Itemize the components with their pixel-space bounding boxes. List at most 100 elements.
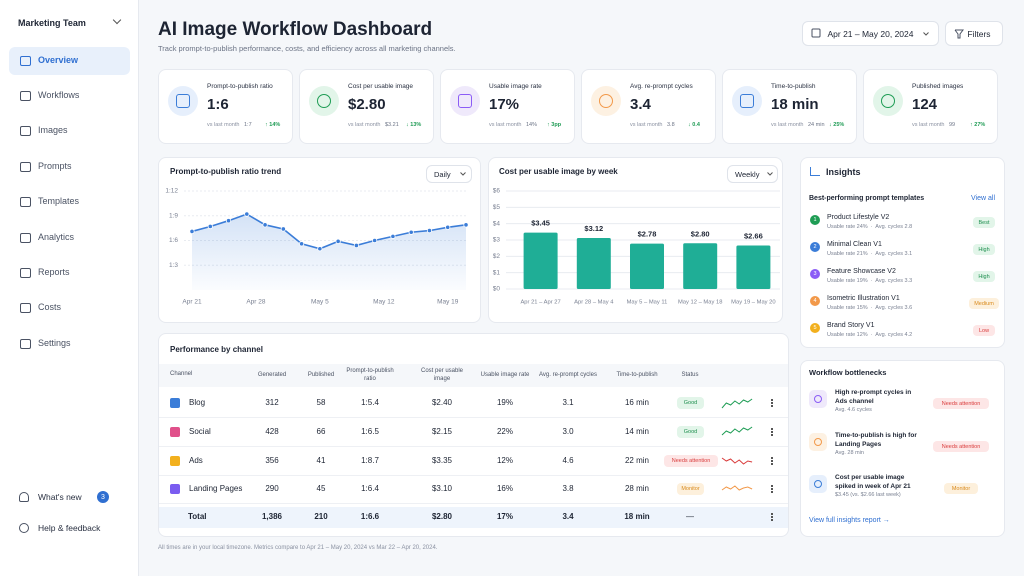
status-badge: Needs attention [664, 455, 718, 467]
table-cell: 45 [316, 484, 326, 493]
insights-title: Insights [826, 167, 861, 177]
row-menu-dots[interactable] [771, 428, 773, 436]
template-meta: Usable rate 19% · Avg. cycles 3.3 [827, 278, 913, 284]
kpi-previous: 24 min [808, 122, 825, 128]
template-meta: Usable rate 21% · Avg. cycles 3.1 [827, 251, 913, 257]
bottleneck-meta: Avg. 28 min [835, 450, 864, 456]
row-divider [159, 503, 788, 504]
nav-item[interactable]: Overview [38, 55, 79, 65]
table-cell: $3.10 [431, 484, 453, 493]
nav-icon [20, 303, 31, 313]
kpi-card: Cost per usable image $2.80 vs last month $… [299, 69, 434, 144]
page-subtitle: Track prompt-to-publish performance, cos… [158, 44, 456, 53]
row-divider [159, 446, 788, 447]
kpi-icon-glyph [881, 94, 895, 108]
date-range-button[interactable]: Apr 21 – May 20, 2024 [802, 21, 939, 46]
table-cell: $2.80 [431, 512, 453, 521]
channel-name: Social [189, 427, 211, 436]
period-dropdown[interactable]: Daily [426, 165, 472, 183]
kpi-delta: ↓ 0.4 [688, 122, 700, 128]
kpi-compare: vs last month [348, 122, 381, 128]
kpi-icon-glyph [176, 94, 190, 108]
bottleneck-title: Cost per usable image spiked in week of … [835, 474, 911, 491]
table-cell: 3.4 [562, 512, 574, 521]
bottleneck-icon-glyph [814, 395, 822, 403]
table-cell: 356 [265, 456, 279, 465]
kpi-value: 18 min [771, 96, 819, 113]
table-cell: 428 [265, 427, 279, 436]
nav-icon [20, 233, 31, 243]
template-name: Isometric Illustration V1 [827, 295, 900, 302]
row-menu-dots[interactable] [771, 485, 773, 493]
nav-item[interactable]: Workflows [38, 90, 80, 100]
nav-icon [20, 91, 31, 101]
column-header: Prompt-to-publish ratio [346, 368, 394, 382]
sidebar [0, 0, 139, 576]
kpi-compare: vs last month [207, 122, 240, 128]
rank-badge: 3 [810, 269, 820, 279]
channel-icon [170, 427, 180, 437]
table-cell: 17% [496, 512, 513, 521]
row-menu-dots[interactable] [771, 457, 773, 465]
table-cell: 1:8.7 [361, 456, 379, 465]
nav-item[interactable]: Costs [38, 302, 62, 312]
table-cell: 58 [316, 398, 326, 407]
channel-icon [170, 398, 180, 408]
rank-badge: 4 [810, 296, 820, 306]
nav-item[interactable]: Reports [38, 267, 70, 277]
help-link[interactable]: Help & feedback [38, 523, 101, 533]
kpi-previous: 99 [949, 122, 956, 128]
kpi-card: Usable image rate 17% vs last month 14% ↑ 3p… [440, 69, 575, 144]
table-cell: 312 [265, 398, 279, 407]
period-dropdown[interactable]: Weekly [727, 165, 778, 183]
filters-button[interactable]: Filters [945, 21, 1003, 46]
table-cell: 28 min [624, 484, 649, 493]
kpi-previous: 1:7 [244, 122, 252, 128]
insights-report-link[interactable]: View full insights report → [809, 517, 890, 524]
kpi-label: Cost per usable image [348, 83, 414, 90]
kpi-delta: ↓ 13% [406, 122, 422, 128]
whats-new[interactable]: What's new [38, 492, 82, 502]
nav-item[interactable]: Settings [38, 338, 71, 348]
kpi-delta: ↑ 3pp [547, 122, 562, 128]
table-cell: 210 [314, 512, 328, 521]
total-row-bg [159, 507, 788, 528]
table-cell: 22 min [624, 456, 649, 465]
insights-section: Best-performing prompt templates [809, 195, 925, 202]
kpi-compare: vs last month [771, 122, 804, 128]
table-cell: $2.15 [431, 427, 453, 436]
template-meta: Usable rate 24% · Avg. cycles 2.8 [827, 224, 913, 230]
column-header: Avg. re-prompt cycles [539, 371, 597, 378]
kpi-previous: 14% [526, 122, 538, 128]
kpi-delta: ↓ 25% [829, 122, 845, 128]
row-menu-dots[interactable] [771, 513, 773, 521]
view-all-link[interactable]: View all [971, 195, 995, 202]
channel-name: Landing Pages [189, 484, 243, 493]
kpi-delta: ↑ 14% [265, 122, 281, 128]
nav-item[interactable]: Prompts [38, 161, 72, 171]
page-title: AI Image Workflow Dashboard [158, 19, 433, 40]
kpi-compare: vs last month [630, 122, 663, 128]
template-badge: High [973, 271, 995, 282]
workspace-name[interactable]: Marketing Team [18, 18, 86, 28]
nav-item[interactable]: Templates [38, 196, 80, 206]
bottleneck-title: High re-prompt cycles in Ads channel [835, 389, 912, 406]
column-header: Published [307, 371, 335, 378]
nav-item[interactable]: Images [38, 125, 68, 135]
template-name: Feature Showcase V2 [827, 268, 896, 275]
nav-item[interactable]: Analytics [38, 232, 75, 242]
bottlenecks-title: Workflow bottlenecks [809, 368, 887, 377]
table-cell: 16 min [624, 398, 649, 407]
column-header: Status [681, 371, 699, 378]
kpi-previous: $3.21 [385, 122, 399, 128]
total-label: Total [188, 512, 207, 521]
template-badge: Best [973, 217, 995, 228]
table-cell: 19% [496, 398, 513, 407]
kpi-icon-glyph [317, 94, 331, 108]
table-cell: 66 [316, 427, 326, 436]
template-badge: High [973, 244, 995, 255]
nav-icon [20, 268, 31, 278]
row-menu-dots[interactable] [771, 399, 773, 407]
status-badge: Monitor [677, 483, 704, 495]
kpi-icon [732, 86, 762, 116]
